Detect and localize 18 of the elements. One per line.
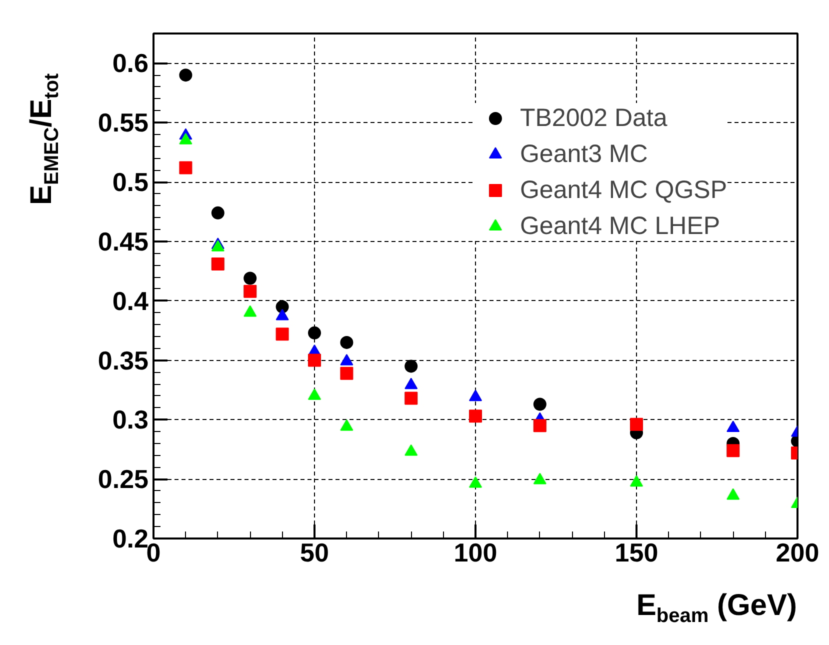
y-tick-label: 0.55: [98, 108, 149, 138]
x-tick-label: 200: [776, 538, 820, 568]
x-tick-label: 0: [146, 538, 161, 568]
legend-label: Geant4 MC LHEP: [520, 211, 720, 241]
x-tick-label: 150: [614, 538, 658, 568]
legend-label: Geant4 MC QGSP: [520, 175, 727, 205]
y-tick-label: 0.5: [112, 167, 149, 198]
y-tick-label: 0.35: [98, 345, 149, 376]
y-tick-label: 0.3: [112, 404, 149, 435]
x-tick-label: 50: [300, 538, 329, 568]
y-tick-label: 0.25: [98, 464, 149, 494]
y-tick-label: 0.6: [112, 48, 149, 78]
y-tick-label: 0.45: [98, 226, 149, 256]
legend-label: Geant3 MC: [520, 139, 648, 169]
y-tick-label: 0.4: [112, 286, 150, 316]
x-axis-title: E$_{beam}$ (GeV): [636, 588, 797, 629]
legend-label: TB2002 Data: [520, 103, 668, 133]
x-tick-label: 100: [454, 538, 498, 568]
